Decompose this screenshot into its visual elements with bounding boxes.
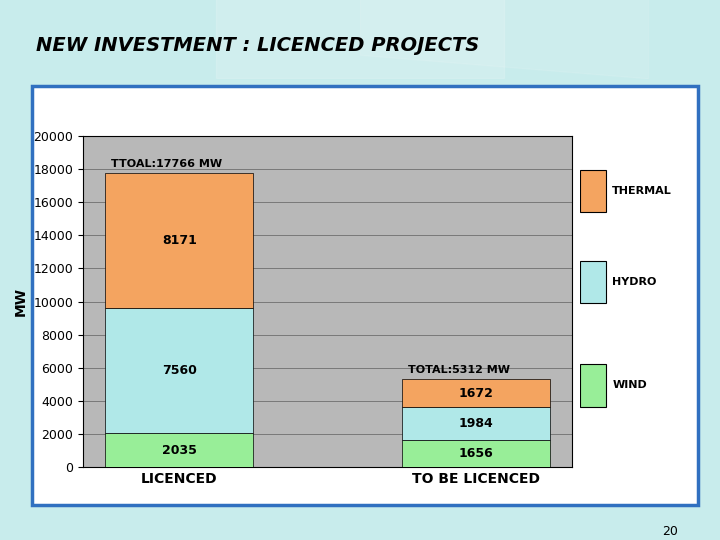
Text: THERMAL: THERMAL: [612, 186, 672, 196]
Text: 8171: 8171: [162, 234, 197, 247]
Text: 7560: 7560: [162, 364, 197, 377]
Text: WIND: WIND: [612, 380, 647, 390]
Text: 1656: 1656: [459, 447, 493, 460]
Bar: [105, 434, 253, 467]
Text: TTOAL:17766 MW: TTOAL:17766 MW: [111, 159, 222, 169]
Text: NEW INVESTMENT : LICENCED PROJECTS: NEW INVESTMENT : LICENCED PROJECTS: [36, 36, 480, 55]
Text: 20: 20: [662, 524, 678, 538]
Text: 2035: 2035: [162, 444, 197, 457]
Text: TOTAL:  23078  MW  (MARCH 2008): TOTAL: 23078 MW (MARCH 2008): [218, 97, 513, 115]
Text: 1672: 1672: [459, 387, 493, 400]
Text: 23078: 23078: [290, 97, 441, 115]
Bar: [105, 173, 253, 308]
Bar: [402, 440, 550, 467]
Text: 1984: 1984: [459, 417, 493, 430]
Y-axis label: MW: MW: [14, 287, 27, 316]
FancyBboxPatch shape: [580, 261, 606, 303]
Text: HYDRO: HYDRO: [612, 277, 657, 287]
FancyBboxPatch shape: [580, 364, 606, 407]
Bar: [402, 407, 550, 440]
FancyBboxPatch shape: [580, 170, 606, 212]
Text: TOTAL:5312 MW: TOTAL:5312 MW: [408, 365, 510, 375]
Bar: [402, 379, 550, 407]
Bar: [105, 308, 253, 434]
